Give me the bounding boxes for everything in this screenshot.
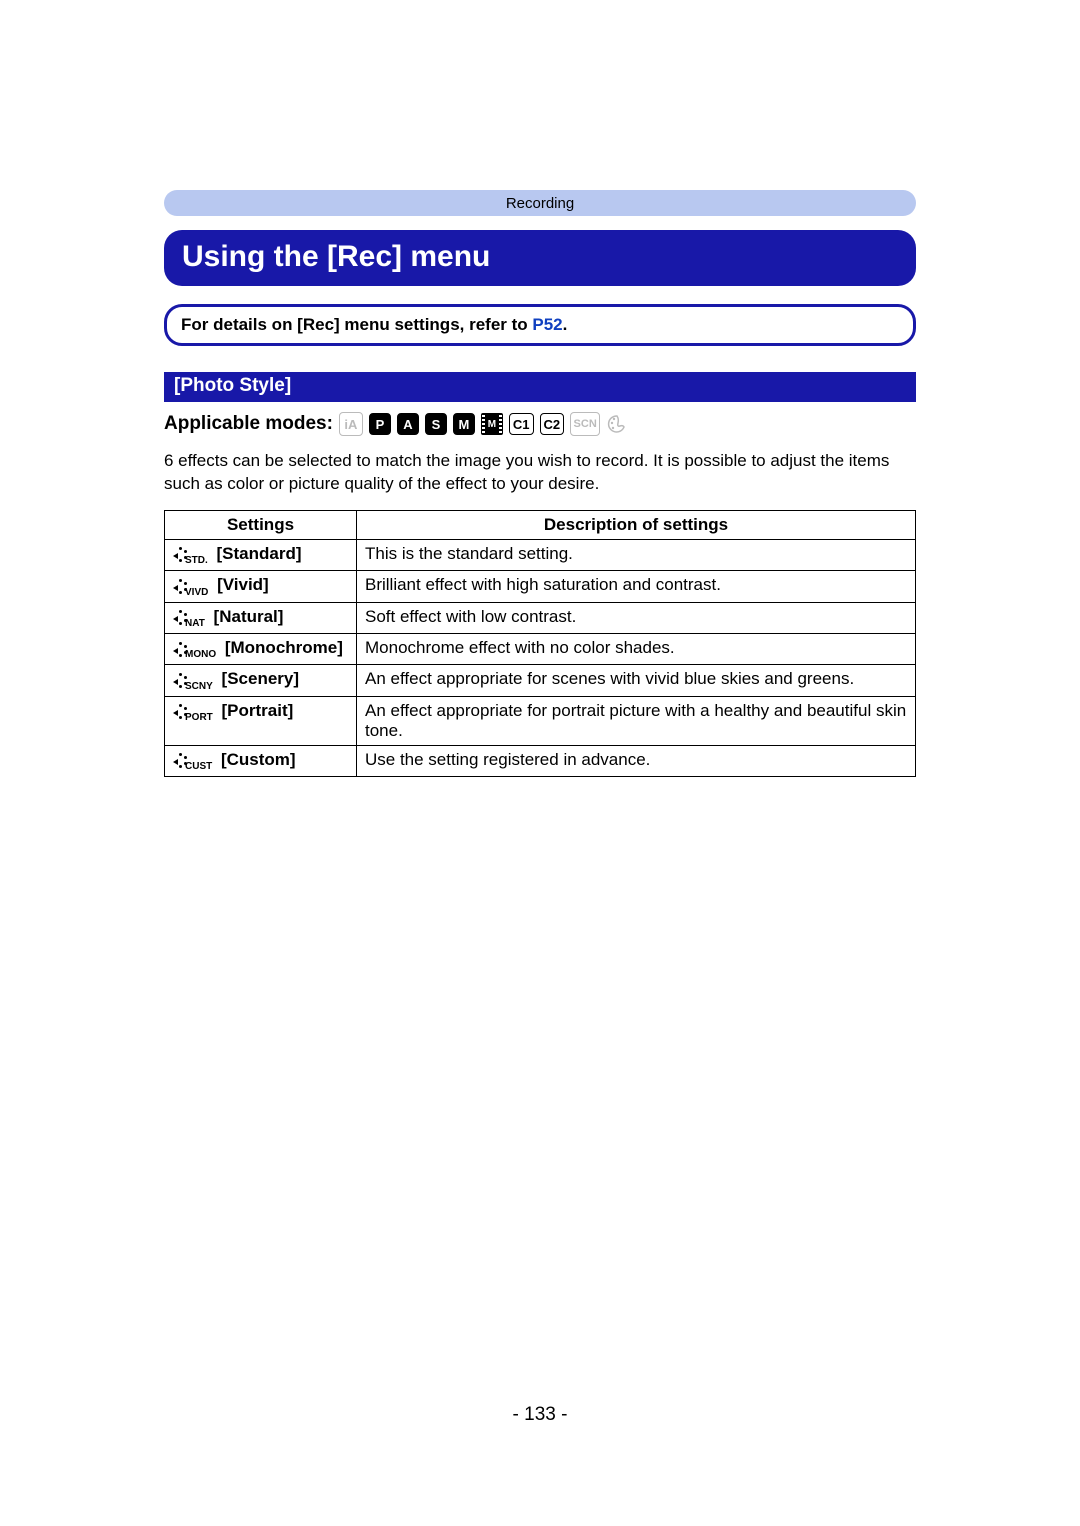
mode-c2-icon: C2 (540, 413, 565, 435)
breadcrumb-text: Recording (506, 195, 574, 212)
mode-palette-icon (606, 413, 628, 435)
table-row: VIVD [Vivid] Brilliant effect with high … (165, 571, 916, 602)
ref-link[interactable]: P52 (532, 315, 562, 334)
photo-style-table: Settings Description of settings STD. [S… (164, 510, 916, 777)
page-number: - 133 - (0, 1404, 1080, 1426)
desc-scenery: An effect appropriate for scenes with vi… (357, 665, 916, 696)
desc-standard: This is the standard setting. (357, 539, 916, 570)
desc-portrait: An effect appropriate for portrait pictu… (357, 696, 916, 745)
mode-a-icon: A (397, 413, 419, 435)
ref-prefix: For details on [Rec] menu settings, refe… (181, 315, 532, 334)
desc-vivid: Brilliant effect with high saturation an… (357, 571, 916, 602)
setting-standard: STD. [Standard] (165, 539, 357, 570)
setting-vivid: VIVD [Vivid] (165, 571, 357, 602)
reference-note: For details on [Rec] menu settings, refe… (164, 304, 916, 346)
mode-m-icon: M (453, 413, 475, 435)
desc-natural: Soft effect with low contrast. (357, 602, 916, 633)
mode-p-icon: P (369, 413, 391, 435)
col-settings: Settings (165, 510, 357, 539)
section-header: [Photo Style] (164, 372, 916, 402)
col-desc: Description of settings (357, 510, 916, 539)
section-header-text: [Photo Style] (174, 375, 291, 396)
setting-scenery: SCNY [Scenery] (165, 665, 357, 696)
mode-film-icon: M (481, 413, 503, 435)
ref-suffix: . (563, 315, 568, 334)
setting-monochrome: MONO [Monochrome] (165, 634, 357, 665)
table-row: STD. [Standard] This is the standard set… (165, 539, 916, 570)
mode-ia-icon: iA (339, 412, 363, 436)
page-title: Using the [Rec] menu (164, 230, 916, 286)
table-row: CUST [Custom] Use the setting registered… (165, 745, 916, 776)
manual-page: Recording Using the [Rec] menu For detai… (0, 0, 1080, 1526)
desc-monochrome: Monochrome effect with no color shades. (357, 634, 916, 665)
intro-text: 6 effects can be selected to match the i… (164, 450, 916, 496)
breadcrumb: Recording (164, 190, 916, 216)
table-row: NAT [Natural] Soft effect with low contr… (165, 602, 916, 633)
setting-portrait: PORT [Portrait] (165, 696, 357, 745)
setting-custom: CUST [Custom] (165, 745, 357, 776)
desc-custom: Use the setting registered in advance. (357, 745, 916, 776)
title-text: Using the [Rec] menu (182, 240, 490, 273)
table-row: MONO [Monochrome] Monochrome effect with… (165, 634, 916, 665)
mode-c1-icon: C1 (509, 413, 534, 435)
mode-scn-icon: SCN (570, 412, 600, 436)
applicable-modes-label: Applicable modes: (164, 413, 333, 435)
mode-s-icon: S (425, 413, 447, 435)
table-body: STD. [Standard] This is the standard set… (165, 539, 916, 776)
applicable-modes: Applicable modes: iA P A S M M C1 C2 SCN (164, 412, 916, 436)
table-row: PORT [Portrait] An effect appropriate fo… (165, 696, 916, 745)
setting-natural: NAT [Natural] (165, 602, 357, 633)
table-row: SCNY [Scenery] An effect appropriate for… (165, 665, 916, 696)
